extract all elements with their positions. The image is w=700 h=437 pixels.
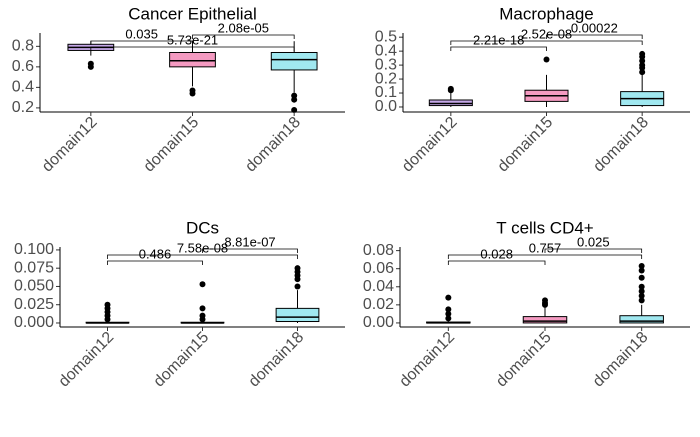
x-tick-label: domain15	[151, 329, 213, 391]
outlier	[199, 312, 206, 319]
bracket	[90, 46, 295, 51]
p-value: 2.21e-18	[473, 32, 524, 47]
x-tick-label: domain12	[39, 114, 101, 176]
p-value: 7.58e-08	[177, 240, 228, 255]
bracket	[90, 40, 193, 45]
y-tick-label: 0.050	[14, 278, 54, 295]
outlier	[638, 267, 645, 274]
p-value: 8.81e-07	[224, 234, 275, 249]
x-tick-label: domain12	[56, 329, 118, 391]
x-tick-label: domain15	[493, 329, 555, 391]
outlier	[294, 265, 301, 272]
outlier	[639, 50, 646, 57]
x-tick-label: domain15	[141, 114, 203, 176]
y-tick-label: 0.04	[363, 278, 394, 295]
y-tick-label: 0.0	[375, 98, 397, 115]
x-tick-label: domain18	[590, 329, 652, 391]
y-tick-label: 0.3	[375, 56, 397, 73]
x-tick-label: domain12	[396, 329, 458, 391]
y-tick-label: 0.025	[14, 296, 54, 313]
bracket	[202, 248, 298, 253]
outlier	[542, 297, 548, 304]
box	[270, 51, 318, 71]
outlier	[639, 69, 646, 76]
p-value: 0.486	[139, 246, 172, 261]
outlier	[445, 306, 452, 313]
p-value: 0.00022	[571, 20, 618, 35]
outlier	[445, 294, 452, 301]
y-tick-label: 0.5	[375, 28, 397, 45]
box	[619, 315, 664, 324]
y-tick-label: 0.1	[375, 84, 397, 101]
y-tick-label: 0.075	[14, 259, 54, 276]
y-tick-label: 0.8	[12, 38, 34, 55]
outlier	[638, 274, 645, 281]
panel-title: Cancer Epithelial	[128, 4, 257, 23]
outlier	[445, 315, 452, 322]
x-tick-label: domain12	[399, 114, 461, 176]
bracket	[107, 260, 203, 265]
box	[522, 316, 568, 324]
bracket	[450, 40, 643, 45]
outlier	[639, 62, 646, 69]
outlier	[87, 60, 94, 67]
bracket	[192, 34, 295, 39]
bracket	[107, 254, 298, 259]
outlier	[104, 301, 111, 308]
panel-title: Macrophage	[499, 4, 594, 23]
p-value: 0.757	[529, 240, 562, 255]
outlier	[199, 305, 206, 312]
bracket	[447, 260, 546, 265]
panel-title: T cells CD4+	[496, 218, 594, 237]
outlier	[638, 292, 645, 299]
p-value: 0.025	[577, 234, 610, 249]
x-tick-label: domain15	[495, 114, 557, 176]
outlier	[543, 56, 550, 63]
box	[275, 307, 320, 323]
bracket	[450, 46, 547, 51]
y-tick-label: 0.00	[363, 314, 394, 331]
y-tick-label: 0.06	[363, 260, 394, 277]
outlier	[291, 96, 298, 103]
x-tick-label: domain18	[246, 329, 308, 391]
p-value: 0.028	[480, 246, 513, 261]
outlier	[445, 310, 452, 317]
x-tick-label: domain18	[590, 114, 652, 176]
p-value: 5.73e-21	[167, 32, 218, 47]
outlier	[291, 92, 298, 99]
y-tick-label: 0.08	[363, 242, 394, 259]
y-tick-label: 0.4	[12, 79, 34, 96]
outlier	[294, 283, 301, 290]
y-tick-label: 0.02	[363, 296, 394, 313]
panel-title: DCs	[186, 218, 219, 237]
bracket	[544, 248, 643, 253]
x-tick-label: domain18	[242, 114, 304, 176]
outlier	[639, 57, 646, 64]
bracket	[546, 34, 643, 39]
y-tick-label: 0.2	[12, 99, 34, 116]
outlier	[189, 87, 196, 94]
outlier	[199, 281, 206, 288]
y-tick-label: 0.000	[14, 314, 54, 331]
y-tick-label: 0.6	[12, 58, 34, 75]
bracket	[447, 254, 643, 259]
outlier	[291, 106, 298, 113]
outlier	[638, 283, 645, 290]
outlier	[638, 297, 645, 304]
y-tick-label: 0.100	[14, 241, 54, 258]
y-tick-label: 0.4	[375, 42, 397, 59]
box	[169, 51, 216, 68]
outlier	[447, 85, 454, 92]
p-value: 0.035	[125, 26, 158, 41]
outlier	[638, 288, 645, 295]
p-value: 2.08e-05	[218, 20, 269, 35]
outlier	[638, 262, 645, 269]
p-value: 2.52e-08	[521, 26, 572, 41]
y-tick-label: 0.2	[375, 70, 397, 87]
